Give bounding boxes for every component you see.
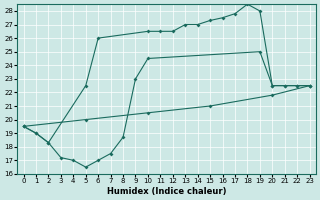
X-axis label: Humidex (Indice chaleur): Humidex (Indice chaleur) — [107, 187, 226, 196]
